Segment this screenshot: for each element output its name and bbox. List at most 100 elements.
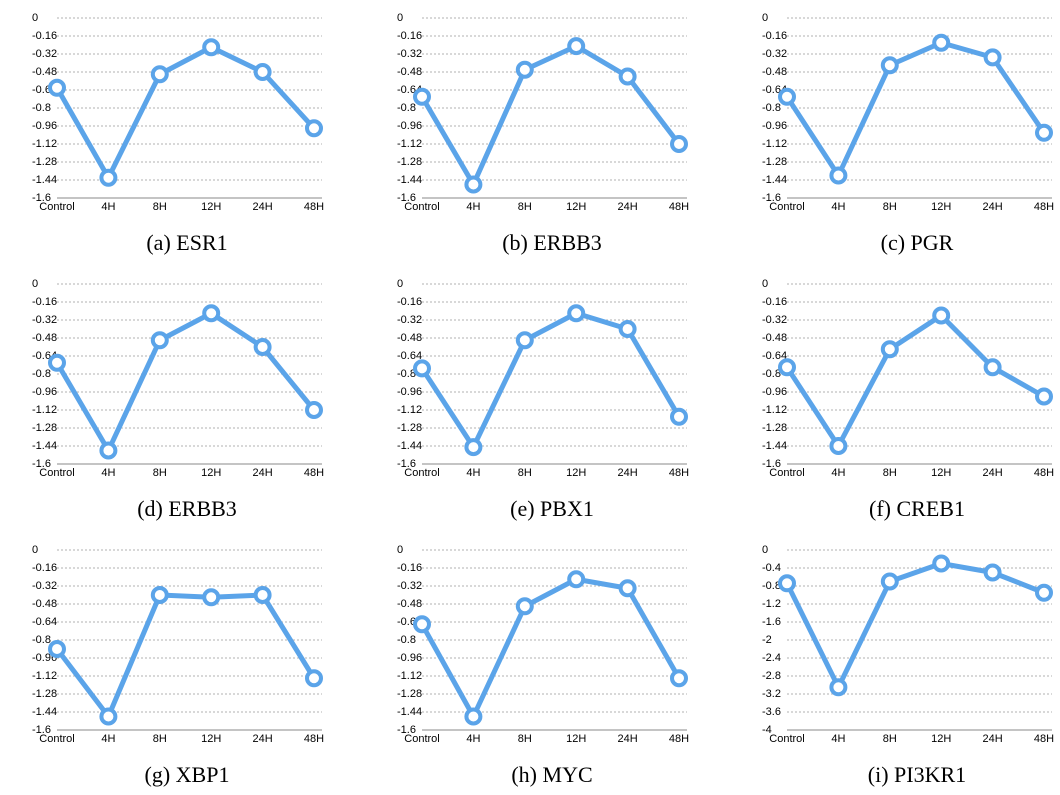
y-tick-label: -0.16 [32, 296, 57, 308]
x-tick-label: 4H [466, 467, 480, 479]
y-tick-label: -0.32 [32, 48, 57, 60]
y-tick-label: -4 [762, 724, 772, 736]
chart-caption: (h) MYC [511, 762, 592, 787]
data-point [515, 331, 534, 350]
y-tick-label: -0.64 [762, 350, 787, 362]
y-tick-label: -0.8 [397, 102, 416, 114]
data-point [618, 320, 637, 338]
data-point [618, 67, 637, 86]
y-tick-label: -0.16 [397, 296, 422, 308]
y-tick-label: -2.8 [762, 670, 781, 682]
y-tick-label: -1.28 [397, 688, 422, 700]
y-tick-label: -1.28 [32, 688, 57, 700]
data-point [202, 304, 221, 323]
data-point [880, 340, 899, 359]
y-tick-label: -1.2 [762, 598, 781, 610]
y-tick-label: -2 [762, 634, 772, 646]
y-tick-label: -1.6 [762, 458, 781, 470]
x-tick-label: 8H [883, 467, 897, 479]
data-point [48, 78, 66, 97]
data-line [54, 310, 316, 453]
y-tick-label: 0 [762, 278, 768, 290]
data-point [99, 441, 118, 460]
data-point [413, 615, 431, 634]
y-tick-label: -1.6 [762, 192, 781, 204]
data-line [419, 310, 682, 450]
x-tick-label: 8H [883, 733, 897, 745]
data-point [880, 572, 899, 591]
x-tick-label: Control [404, 467, 439, 479]
y-tick-label: -0.96 [397, 120, 422, 132]
data-point [1035, 583, 1053, 602]
x-tick-label: 24H [253, 467, 273, 479]
y-tick-label: -0.48 [397, 66, 422, 78]
data-point [464, 175, 483, 194]
data-line [54, 44, 316, 181]
y-tick-label: -0.8 [762, 368, 781, 380]
y-tick-label: -1.6 [397, 724, 416, 736]
x-tick-label: 48H [1034, 467, 1054, 479]
data-point [202, 588, 221, 607]
x-tick-label: 48H [304, 201, 324, 213]
x-tick-label: 4H [831, 467, 845, 479]
x-tick-label: 48H [1034, 201, 1054, 213]
data-point [880, 56, 899, 75]
x-tick-label: 12H [201, 201, 221, 213]
y-tick-label: -0.16 [762, 30, 787, 42]
x-tick-label: 24H [983, 733, 1003, 745]
data-point [567, 570, 586, 589]
y-tick-label: -0.96 [397, 652, 422, 664]
x-tick-label: Control [39, 467, 74, 479]
x-tick-label: 24H [618, 201, 638, 213]
x-tick-label: 24H [618, 467, 638, 479]
y-tick-label: -0.96 [397, 386, 422, 398]
y-tick-label: -0.8 [32, 368, 51, 380]
data-point [253, 63, 272, 81]
y-tick-label: -1.12 [762, 138, 787, 150]
y-tick-label: -0.8 [32, 102, 51, 114]
y-tick-label: -0.32 [397, 48, 422, 60]
y-tick-label: 0 [32, 278, 38, 290]
x-tick-label: 4H [101, 201, 115, 213]
chart-caption: (c) PGR [881, 230, 954, 255]
y-tick-label: -1.44 [397, 706, 422, 718]
y-tick-label: -1.44 [397, 440, 422, 452]
x-tick-label: 24H [253, 733, 273, 745]
data-point [983, 563, 1002, 582]
y-tick-label: -0.96 [32, 386, 57, 398]
data-point [1035, 387, 1053, 406]
y-tick-label: -0.64 [32, 616, 57, 628]
y-tick-label: -0.64 [397, 350, 422, 362]
x-tick-label: Control [769, 201, 804, 213]
y-tick-label: -0.8 [762, 102, 781, 114]
x-tick-label: 48H [669, 733, 689, 745]
y-tick-label: -1.44 [762, 174, 787, 186]
data-line [419, 43, 681, 187]
x-tick-label: 8H [153, 201, 167, 213]
data-point [464, 438, 483, 457]
y-tick-label: -0.32 [32, 314, 57, 326]
y-tick-label: 0 [762, 12, 768, 24]
data-point [99, 168, 118, 187]
x-tick-label: 48H [1034, 733, 1054, 745]
y-tick-label: -1.12 [397, 138, 422, 150]
chart-caption: (a) ESR1 [146, 230, 227, 255]
x-tick-label: 8H [153, 467, 167, 479]
data-point [567, 304, 586, 323]
x-tick-label: Control [404, 201, 439, 213]
y-tick-label: 0 [397, 278, 403, 290]
x-tick-label: Control [769, 733, 804, 745]
y-tick-label: -0.32 [32, 580, 57, 592]
y-tick-label: -0.48 [32, 332, 57, 344]
data-point [778, 87, 796, 106]
data-point [618, 579, 637, 598]
x-tick-label: 4H [101, 467, 115, 479]
data-point [567, 37, 586, 56]
x-tick-label: 48H [304, 467, 324, 479]
data-line [784, 40, 1047, 178]
y-tick-label: -0.8 [397, 634, 416, 646]
chart-caption: (f) CREB1 [869, 496, 965, 521]
x-tick-label: 8H [518, 201, 532, 213]
y-tick-label: -1.12 [32, 670, 57, 682]
x-tick-label: 4H [831, 733, 845, 745]
